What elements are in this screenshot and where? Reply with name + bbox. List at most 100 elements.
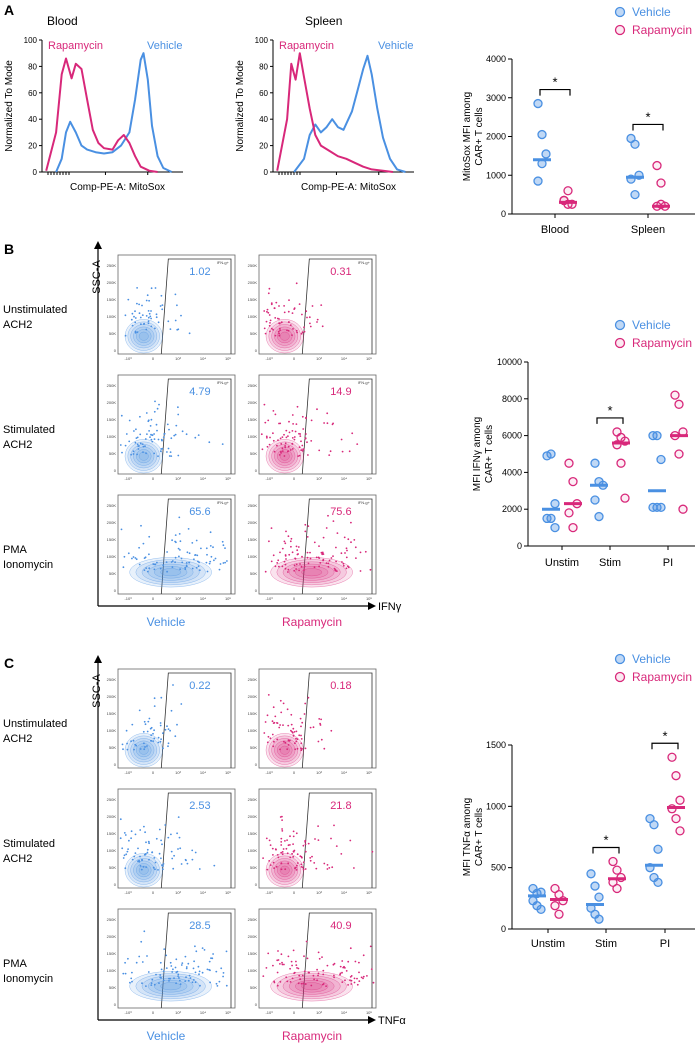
flow-event — [177, 454, 180, 457]
flow-event — [327, 565, 330, 568]
dot-plot-y-tick-label: 8000 — [502, 394, 522, 404]
flow-event — [151, 851, 154, 853]
histogram-x-axis-label: Comp-PE-A: MitoSox — [301, 182, 396, 193]
data-point-rapamycin — [675, 795, 685, 805]
significance-star: * — [607, 403, 612, 418]
flow-event — [284, 445, 286, 447]
flow-event — [297, 967, 300, 970]
flow-row-label: Ionomycin — [3, 973, 53, 985]
flow-event — [290, 537, 293, 540]
flow-event — [322, 536, 325, 539]
flow-y-tick-label: 50K — [250, 331, 257, 336]
flow-event — [280, 868, 283, 871]
flow-x-tick-label: 0 — [152, 356, 155, 361]
flow-event — [192, 979, 195, 981]
flow-event — [300, 866, 303, 868]
flow-event — [173, 434, 176, 437]
flow-event — [272, 410, 275, 412]
flow-event — [343, 965, 345, 968]
flow-x-axis-label: TNFα — [378, 1015, 406, 1027]
flow-event — [266, 868, 269, 871]
flow-event — [151, 440, 154, 443]
flow-event — [273, 981, 276, 984]
flow-event — [288, 321, 290, 323]
dot-plot-y-tick-label: 2000 — [502, 504, 522, 514]
flow-event — [175, 541, 177, 544]
flow-event — [150, 310, 152, 312]
flow-y-tick-label: 200K — [107, 280, 117, 285]
flow-x-tick-label: -10³ — [265, 476, 273, 481]
flow-contour — [135, 559, 206, 586]
dot-plot-y-tick-label: 6000 — [502, 431, 522, 441]
flow-event — [280, 844, 283, 846]
flow-event — [148, 299, 151, 302]
flow-event — [126, 742, 128, 745]
flow-event — [350, 541, 352, 544]
flow-event — [296, 405, 299, 408]
flow-event — [301, 450, 304, 452]
flow-event — [279, 551, 281, 554]
flow-event — [307, 454, 309, 456]
flow-event — [178, 516, 181, 519]
flow-event — [307, 696, 310, 699]
flow-event — [287, 862, 290, 865]
flow-event — [263, 327, 266, 330]
flow-y-tick-label: 100K — [107, 728, 117, 733]
flow-event — [296, 738, 299, 741]
flow-contour — [135, 973, 206, 1000]
flow-event — [124, 961, 126, 964]
flow-event — [165, 561, 168, 563]
flow-y-tick-label: 0 — [255, 468, 258, 473]
flow-event — [155, 313, 158, 316]
flow-event — [172, 684, 174, 686]
flow-y-tick-label: 50K — [250, 865, 257, 870]
flow-gate-label: IFN-g+ — [358, 500, 371, 505]
flow-event — [283, 305, 285, 307]
flow-event — [291, 977, 294, 980]
flow-event — [345, 556, 348, 559]
data-point-vehicle — [590, 881, 600, 891]
flow-event — [298, 446, 301, 449]
flow-x-tick-label: 10⁵ — [225, 890, 231, 895]
flow-event — [277, 330, 280, 333]
flow-event — [191, 567, 194, 570]
flow-event — [127, 848, 129, 850]
flow-event — [195, 566, 198, 569]
flow-event — [360, 976, 363, 979]
flow-gate-percentage: 28.5 — [189, 920, 210, 932]
flow-event — [300, 440, 302, 443]
flow-event — [277, 950, 279, 952]
flow-y-tick-label: 0 — [114, 762, 117, 767]
flow-event — [266, 310, 268, 313]
flow-event — [266, 741, 269, 744]
flow-event — [135, 744, 138, 747]
flow-event — [296, 853, 299, 856]
significance-bracket — [592, 846, 620, 854]
flow-event — [169, 977, 172, 980]
flow-event — [179, 983, 182, 985]
flow-event — [320, 738, 323, 741]
flow-event — [170, 850, 173, 853]
flow-gate-label: IFN-g+ — [358, 380, 371, 385]
flow-y-tick-label: 50K — [109, 331, 116, 336]
flow-event — [163, 948, 166, 950]
flow-x-tick-label: 10⁴ — [200, 596, 206, 601]
flow-event — [283, 963, 285, 966]
flow-event — [287, 724, 290, 727]
flow-gate — [160, 672, 232, 769]
flow-event — [322, 983, 325, 985]
flow-event — [144, 746, 146, 748]
flow-event — [145, 452, 148, 455]
flow-event — [194, 981, 197, 984]
flow-event — [355, 557, 357, 559]
flow-event — [311, 855, 313, 858]
flow-event — [347, 984, 349, 986]
flow-event — [333, 824, 335, 827]
flow-event — [265, 320, 268, 323]
flow-y-tick-label: 100K — [107, 968, 117, 973]
flow-event — [314, 838, 316, 840]
flow-event — [297, 982, 300, 985]
flow-row-label: Unstimulated — [3, 304, 67, 316]
flow-event — [193, 960, 196, 963]
flow-event — [267, 419, 270, 422]
